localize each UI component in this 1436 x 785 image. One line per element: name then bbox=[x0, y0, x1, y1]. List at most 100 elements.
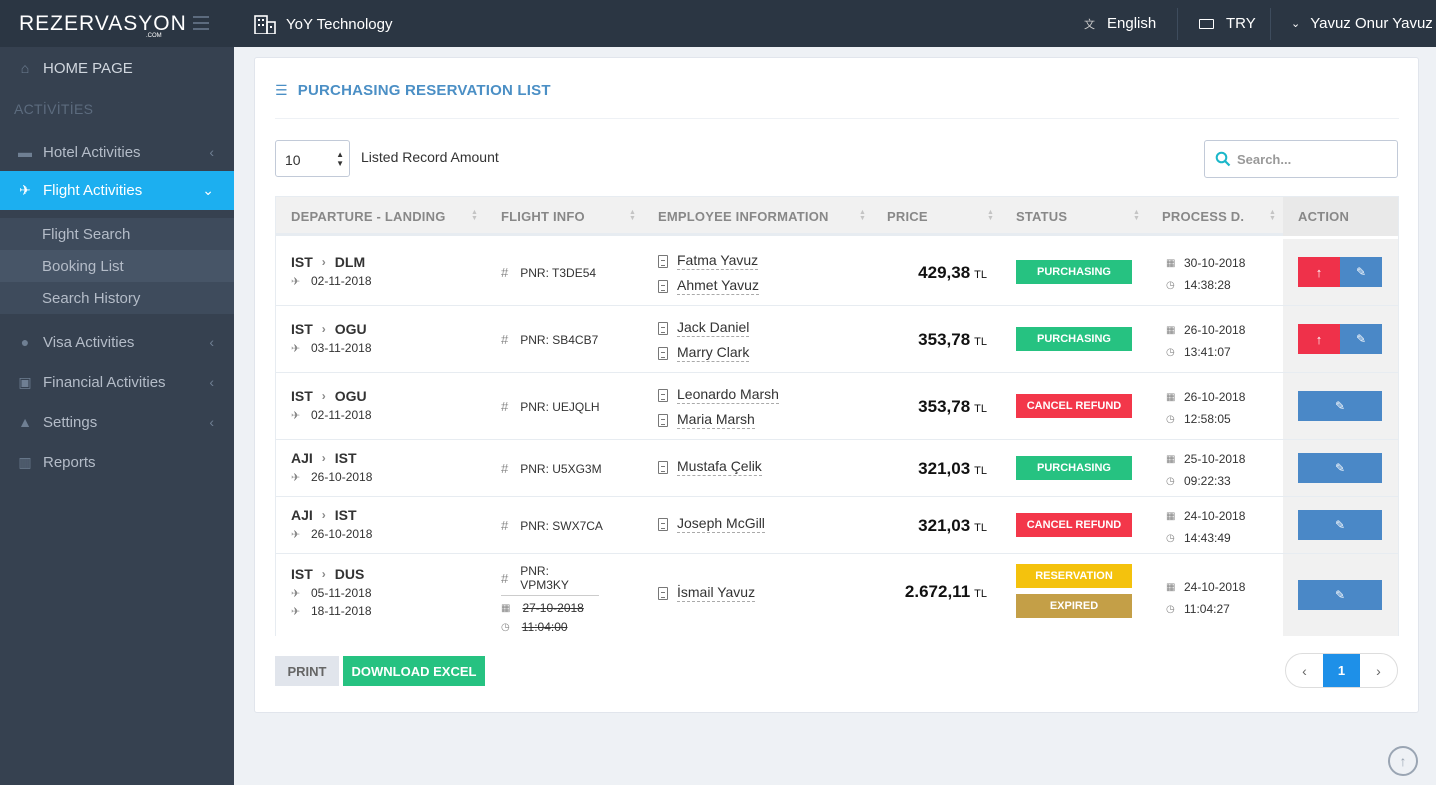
document-icon bbox=[658, 279, 668, 293]
prev-page-button[interactable]: ‹ bbox=[1286, 654, 1323, 687]
employee-name[interactable]: Ahmet Yavuz bbox=[677, 277, 759, 295]
chevron-left-icon: ‹ bbox=[209, 414, 214, 430]
hash-icon: # bbox=[501, 518, 509, 533]
ticket-icon: ✎ bbox=[1334, 399, 1346, 413]
menu-toggle-icon[interactable] bbox=[193, 16, 209, 30]
col-price[interactable]: PRICE bbox=[887, 197, 928, 236]
employee-name[interactable]: Mustafa Çelik bbox=[677, 458, 762, 476]
col-departure-landing[interactable]: DEPARTURE - LANDING bbox=[291, 197, 446, 236]
ticket-icon: ✎ bbox=[1355, 332, 1367, 346]
process-date-cell: ▦ 24-10-2018 ◷ 14:43:49 bbox=[1166, 509, 1245, 553]
sidebar-item-hotel[interactable]: ▬ Hotel Activities ‹ bbox=[0, 132, 234, 172]
hash-icon: # bbox=[501, 461, 509, 476]
employee-name[interactable]: Leonardo Marsh bbox=[677, 386, 779, 404]
ticket-button[interactable]: ✎ bbox=[1340, 257, 1382, 287]
ticket-icon: ✎ bbox=[1355, 265, 1367, 279]
employee-name[interactable]: Maria Marsh bbox=[677, 411, 755, 429]
sidebar-subitem-search-history[interactable]: Search History bbox=[0, 282, 234, 314]
ticket-button[interactable]: ✎ bbox=[1298, 391, 1382, 421]
table-row: AJI › IST ✈ 26-10-2018 # PNR: SWX7CA Joseph … bbox=[276, 497, 1398, 554]
bed-icon: ▬ bbox=[18, 144, 32, 160]
action-buttons: ✎ bbox=[1298, 453, 1382, 483]
employee-cell: Fatma Yavuz Ahmet Yavuz bbox=[658, 252, 759, 302]
departure-date: 26-10-2018 bbox=[311, 527, 373, 541]
currency-selector[interactable]: TRY bbox=[1199, 0, 1256, 47]
sidebar-item-flight[interactable]: ✈ Flight Activities ⌄ bbox=[0, 171, 234, 210]
destination: DLM bbox=[334, 254, 366, 270]
sidebar-item-label: Flight Activities bbox=[43, 182, 143, 199]
sidebar-subitem-flight-search[interactable]: Flight Search bbox=[0, 218, 234, 250]
process-time: 09:22:33 bbox=[1184, 474, 1231, 488]
price-value: 429,38 bbox=[918, 263, 971, 282]
sidebar-item-home[interactable]: ⌂ HOME PAGE bbox=[0, 48, 234, 88]
page-title-text: PURCHASING RESERVATION LIST bbox=[297, 82, 551, 99]
process-date: 30-10-2018 bbox=[1184, 256, 1246, 270]
chevron-down-icon: ⌄ bbox=[202, 182, 214, 198]
process-date: 24-10-2018 bbox=[1184, 509, 1246, 523]
employee-name[interactable]: Fatma Yavuz bbox=[677, 252, 759, 270]
user-menu[interactable]: ⌄ Yavuz Onur Yavuz bbox=[1291, 0, 1433, 47]
next-page-button[interactable]: › bbox=[1360, 654, 1397, 687]
topbar: YoY Technology 文 English TRY ⌄ Yavuz Onu… bbox=[234, 0, 1436, 47]
sort-icon: ▲ ▼ bbox=[987, 209, 994, 222]
list-icon: ☰ bbox=[275, 82, 288, 98]
sidebar-subitem-booking-list[interactable]: Booking List bbox=[0, 250, 234, 282]
ticket-icon: ✎ bbox=[1334, 461, 1346, 475]
user-name: Yavuz Onur Yavuz bbox=[1310, 15, 1433, 32]
ticket-button[interactable]: ✎ bbox=[1298, 580, 1382, 610]
status-cell: CANCEL REFUND bbox=[1016, 513, 1132, 537]
col-employee-information[interactable]: EMPLOYEE INFORMATION bbox=[658, 197, 829, 236]
process-date-cell: ▦ 24-10-2018 ◷ 11:04:27 bbox=[1166, 580, 1245, 624]
status-badge: PURCHASING bbox=[1016, 260, 1132, 284]
language-selector[interactable]: 文 English bbox=[1084, 0, 1156, 47]
departure-date: 05-11-2018 bbox=[311, 586, 372, 600]
process-date-cell: ▦ 30-10-2018 ◷ 14:38:28 bbox=[1166, 256, 1245, 300]
employee-name[interactable]: Marry Clark bbox=[677, 344, 750, 362]
col-process-date[interactable]: PROCESS D. bbox=[1162, 197, 1244, 236]
chevron-right-icon: › bbox=[321, 389, 326, 403]
price-cell: 353,78 TL bbox=[807, 330, 987, 350]
col-flight-info[interactable]: FLIGHT INFO bbox=[501, 197, 585, 236]
page-length-select[interactable]: 10 ▲ ▼ bbox=[275, 140, 350, 177]
print-button[interactable]: PRINT bbox=[275, 656, 339, 686]
download-excel-button[interactable]: DOWNLOAD EXCEL bbox=[343, 656, 485, 686]
search-box bbox=[1204, 140, 1398, 178]
ticket-button[interactable]: ✎ bbox=[1340, 324, 1382, 354]
route-cell: AJI › IST ✈ 26-10-2018 bbox=[291, 507, 372, 541]
upload-button[interactable]: ↑ bbox=[1298, 324, 1340, 354]
scroll-to-top-button[interactable]: ↑ bbox=[1388, 746, 1418, 776]
pnr-code: PNR: SWX7CA bbox=[520, 518, 603, 533]
status-cell: PURCHASING bbox=[1016, 456, 1132, 480]
document-icon bbox=[658, 413, 668, 427]
ticket-button[interactable]: ✎ bbox=[1298, 510, 1382, 540]
col-label: PROCESS D. bbox=[1162, 209, 1245, 224]
sidebar-item-visa[interactable]: ● Visa Activities ‹ bbox=[0, 322, 234, 362]
employee-name[interactable]: Jack Daniel bbox=[677, 319, 750, 337]
chevron-right-icon: › bbox=[321, 322, 326, 336]
company-selector[interactable]: YoY Technology bbox=[254, 14, 393, 34]
page-button[interactable]: 1 bbox=[1323, 654, 1360, 687]
page-length-value: 10 bbox=[285, 152, 301, 168]
employee-name[interactable]: İsmail Yavuz bbox=[677, 584, 756, 602]
search-input[interactable] bbox=[1237, 149, 1387, 169]
currency-label: TRY bbox=[1226, 15, 1256, 32]
upload-button[interactable]: ↑ bbox=[1298, 257, 1340, 287]
pnr-cell: # PNR: U5XG3M bbox=[501, 461, 602, 476]
origin: IST bbox=[291, 321, 313, 337]
sidebar-item-reports[interactable]: ▥ Reports bbox=[0, 442, 234, 482]
clock-icon: ◷ bbox=[501, 621, 510, 633]
employee-name[interactable]: Joseph McGill bbox=[677, 515, 765, 533]
process-date: 25-10-2018 bbox=[1184, 452, 1246, 466]
employee-cell: Mustafa Çelik bbox=[658, 458, 762, 483]
origin: AJI bbox=[291, 450, 313, 466]
globe-icon: ● bbox=[20, 334, 30, 350]
col-status[interactable]: STATUS bbox=[1016, 197, 1067, 236]
logo[interactable]: REZERVASYON bbox=[19, 11, 187, 35]
sidebar-item-financial[interactable]: ▣ Financial Activities ‹ bbox=[0, 362, 234, 402]
action-buttons: ✎ bbox=[1298, 510, 1382, 540]
route-cell: AJI › IST ✈ 26-10-2018 bbox=[291, 450, 372, 484]
hash-icon: # bbox=[501, 265, 509, 280]
ticket-button[interactable]: ✎ bbox=[1298, 453, 1382, 483]
sidebar-item-settings[interactable]: ▲ Settings ‹ bbox=[0, 402, 234, 442]
price-cell: 2.672,11 TL bbox=[807, 582, 987, 602]
